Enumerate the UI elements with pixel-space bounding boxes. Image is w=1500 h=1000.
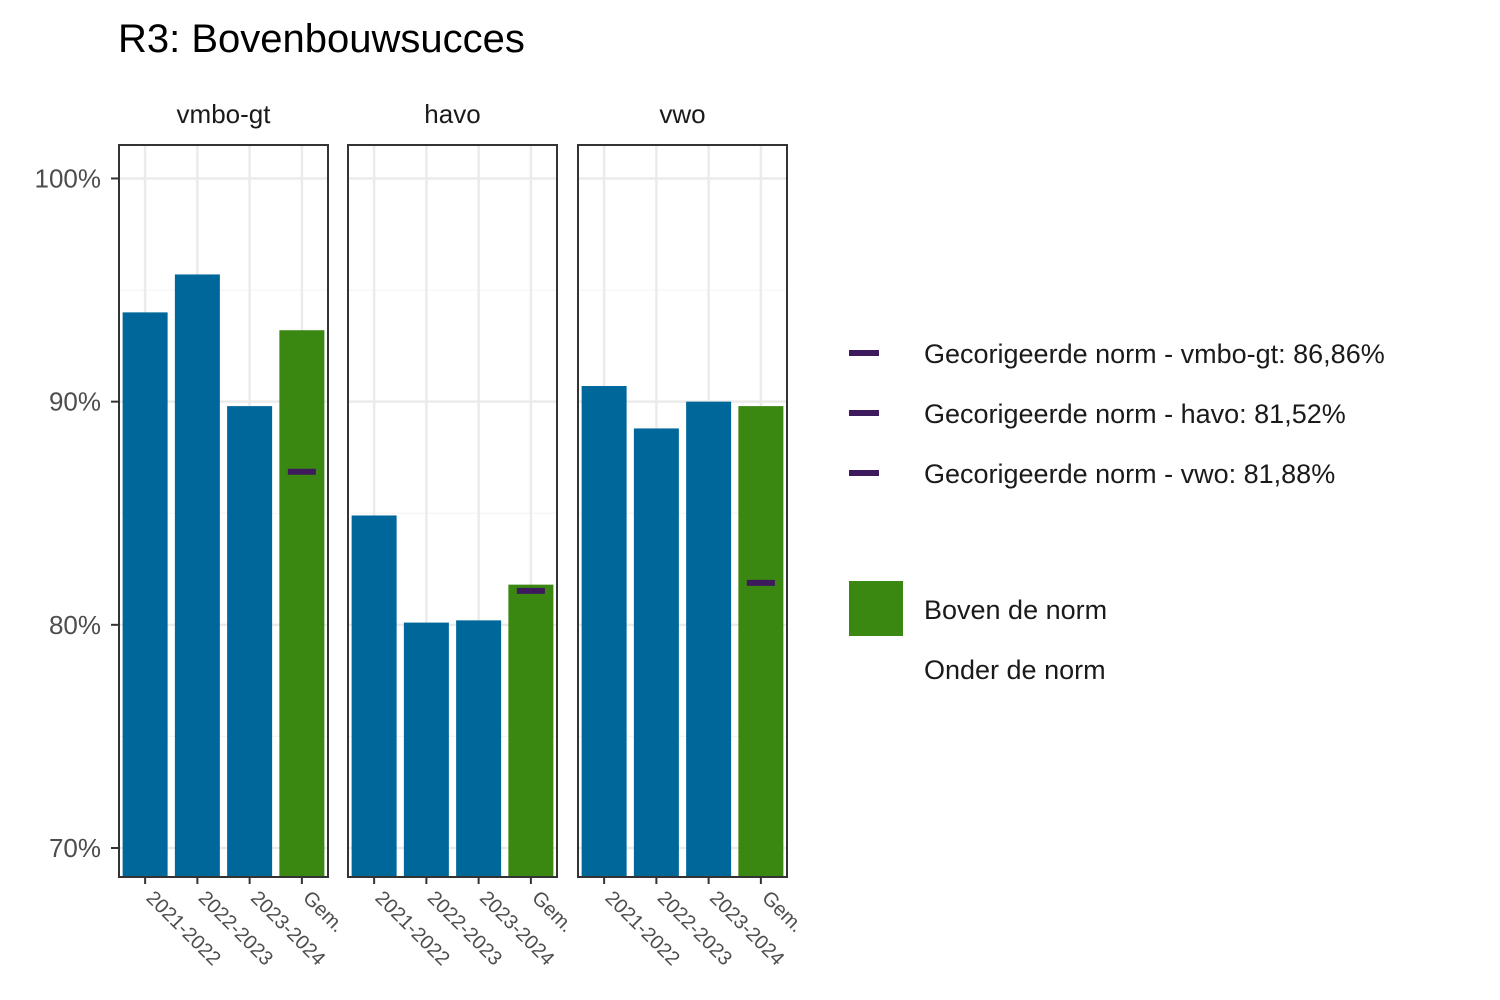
legend-norm-label: Gecorigeerde norm - havo: 81,52% — [924, 399, 1346, 429]
bar-2021-2022 — [581, 386, 627, 877]
facet-panels: vmbo-gt2021-20222022-20232023-2024Gem.ha… — [118, 99, 807, 970]
x-tick-label: Gem. — [298, 887, 348, 937]
x-tick-label: Gem. — [527, 887, 577, 937]
legend-norm-label: Gecorigeerde norm - vwo: 81,88% — [924, 459, 1335, 489]
y-tick-label: 80% — [49, 610, 101, 640]
panel-border — [347, 144, 558, 878]
bar-Gem. — [279, 330, 325, 878]
bar-2022-2023 — [633, 428, 679, 877]
legend-fill-label: Boven de norm — [924, 595, 1107, 625]
bar-2023-2024 — [456, 620, 502, 877]
bar-Gem. — [738, 406, 784, 877]
legend-norm-label: Gecorigeerde norm - vmbo-gt: 86,86% — [924, 339, 1385, 369]
bar-2022-2023 — [403, 622, 449, 877]
bar-Gem. — [508, 584, 554, 877]
bar-2023-2024 — [227, 406, 273, 877]
panel-strip-label: vwo — [659, 99, 705, 129]
y-axis: 70% 80% 90% 100% — [35, 163, 119, 863]
y-tick-label: 70% — [49, 833, 101, 863]
x-tick-label: Gem. — [757, 887, 807, 937]
bar-2021-2022 — [122, 312, 168, 877]
panel-border — [577, 144, 788, 878]
panel-strip-label: havo — [424, 99, 480, 129]
panel-border — [118, 144, 329, 878]
bar-2021-2022 — [351, 515, 397, 877]
bar-2023-2024 — [686, 401, 732, 877]
legend: Gecorigeerde norm - vmbo-gt: 86,86% Gecor… — [849, 339, 1385, 685]
chart-title: R3: Bovenbouwsucces — [118, 17, 525, 61]
bar-2022-2023 — [174, 274, 220, 877]
y-tick-label: 90% — [49, 387, 101, 417]
legend-fill-label: Onder de norm — [924, 655, 1106, 685]
panel-strip-label: vmbo-gt — [177, 99, 272, 129]
legend-fill-key — [849, 581, 903, 636]
y-tick-label: 100% — [35, 163, 102, 193]
